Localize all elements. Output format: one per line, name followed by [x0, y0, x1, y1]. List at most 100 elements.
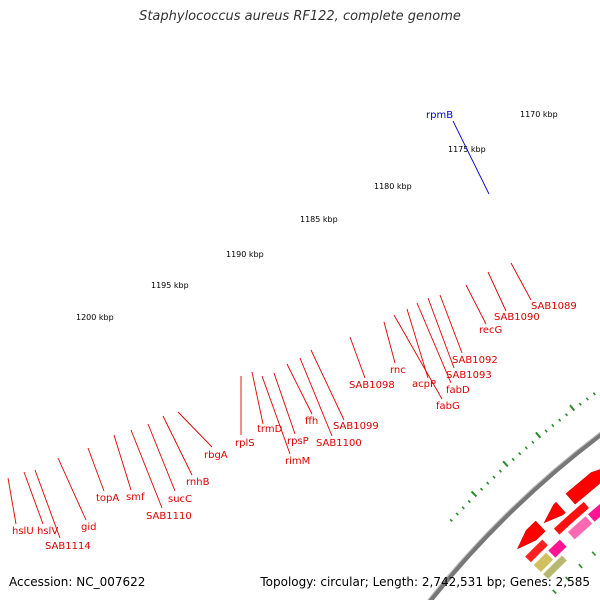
gene-label: SAB1093	[446, 370, 492, 381]
gene-label: SAB1099	[333, 421, 379, 432]
gene-leader-line	[510, 262, 532, 301]
gene-label: sucC	[168, 494, 192, 505]
gene-arrow	[565, 469, 600, 505]
gene-label: rnc	[390, 365, 406, 376]
gene-label: smf	[126, 492, 145, 503]
gene-annotation-block	[588, 504, 600, 522]
gene-track	[516, 469, 600, 579]
scale-major-tick	[569, 404, 576, 412]
gene-leader-line	[406, 308, 429, 379]
scale-minor-tick	[479, 487, 484, 491]
topology-summary: Topology: circular; Length: 2,742,531 bp…	[260, 575, 590, 589]
gene-leader-line	[286, 363, 313, 415]
gene-label: rimM	[285, 456, 310, 467]
gene-label: SAB1092	[452, 355, 498, 366]
gene-leader-line	[34, 469, 61, 539]
gene-label: trmD	[257, 424, 283, 435]
gene-leader-line	[465, 284, 487, 325]
gene-annotation-block	[548, 539, 567, 558]
gene-leader-line	[57, 457, 87, 521]
gene-arrow	[516, 520, 546, 550]
gene-label: SAB1090	[494, 312, 540, 323]
gene-label: rbgA	[204, 450, 228, 461]
gene-leader-line	[7, 477, 17, 525]
gene-leader-line	[87, 447, 105, 492]
scale-minor-tick	[551, 423, 555, 428]
scale-label: 1200 kbp	[76, 313, 114, 322]
inner-scale-tick	[565, 576, 570, 582]
scale-minor-tick	[531, 440, 535, 444]
gene-label: rpmB	[426, 110, 453, 121]
gene-label: SAB1100	[316, 438, 362, 449]
backbone-highlight	[427, 431, 600, 600]
inner-scale-tick	[578, 563, 583, 569]
gene-leader-line	[427, 297, 455, 369]
scale-minor-tick	[544, 429, 548, 433]
gene-annotation-sliver	[543, 555, 567, 579]
gene-label: SAB1110	[146, 511, 192, 522]
scale-major-tick	[502, 460, 509, 468]
gene-label: rplS	[235, 438, 255, 449]
gene-label: gid	[81, 522, 96, 533]
scale-minor-tick	[558, 418, 562, 422]
gene-label: hslU	[12, 526, 34, 537]
scale-minor-tick	[449, 518, 453, 522]
scale-major-tick	[470, 490, 478, 498]
gene-leader-line	[177, 411, 213, 448]
accession-text: Accession: NC_007622	[9, 575, 146, 589]
gene-label: rpsP	[287, 436, 309, 447]
backbone-line	[427, 431, 600, 600]
gene-label: SAB1098	[349, 380, 395, 391]
scale-major-tick	[535, 431, 542, 439]
scale-label: 1190 kbp	[226, 250, 264, 259]
scale-minor-tick	[592, 392, 596, 396]
scale-label: 1195 kbp	[151, 281, 189, 290]
scale-label: 1185 kbp	[300, 215, 338, 224]
scale-minor-tick	[455, 512, 459, 516]
inner-scale-tick	[591, 551, 597, 557]
scale-minor-tick	[518, 451, 522, 456]
gene-leader-line	[273, 372, 296, 435]
scale-minor-tick	[467, 499, 471, 504]
gene-annotation-block	[567, 516, 593, 540]
scale-minor-tick	[578, 402, 582, 406]
scale-label: 1170 kbp	[520, 110, 558, 119]
gene-leader-line	[113, 434, 132, 491]
scale-minor-tick	[585, 397, 589, 401]
gene-label: SAB1114	[45, 541, 91, 552]
gene-label: SAB1089	[531, 301, 577, 312]
gene-leader-line	[310, 349, 345, 421]
gene-leader-line	[393, 314, 443, 400]
inner-scale-tick	[552, 589, 557, 595]
gene-leader-line	[416, 302, 452, 384]
scale-label: 1180 kbp	[374, 182, 412, 191]
gene-annotation-block	[533, 552, 554, 572]
gene-leader-line	[349, 336, 366, 379]
gene-leader-line	[299, 357, 333, 437]
map-title: Staphylococcus aureus RF122, complete ge…	[139, 9, 461, 24]
scale-minor-tick	[492, 475, 496, 479]
gene-leader-line	[251, 371, 264, 425]
gene-leader-line	[383, 321, 396, 364]
gene-label: hslV	[37, 526, 58, 537]
genome-backbone	[427, 431, 600, 600]
gene-leader-line	[162, 415, 193, 476]
gene-leader-line	[452, 120, 490, 195]
scale-minor-tick	[486, 481, 490, 485]
gene-label: recG	[479, 325, 502, 336]
gene-label: fabG	[436, 401, 460, 412]
gene-block	[525, 539, 548, 563]
gene-arrow	[543, 501, 566, 524]
gene-leader-line	[487, 271, 507, 312]
scale-minor-tick	[511, 457, 515, 462]
gene-leader-line	[147, 423, 176, 492]
gene-label: fabD	[446, 385, 470, 396]
gene-label: ffh	[305, 416, 318, 427]
gene-label: rnhB	[186, 477, 210, 488]
scale-minor-tick	[524, 446, 528, 450]
scale-minor-tick	[461, 506, 465, 510]
